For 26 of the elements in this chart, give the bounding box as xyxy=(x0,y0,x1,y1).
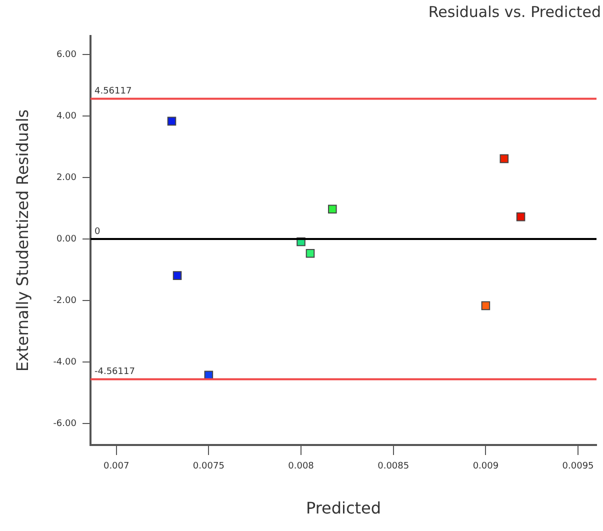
x-tick-label: 0.0075 xyxy=(192,462,224,472)
point xyxy=(172,271,182,280)
point xyxy=(167,116,176,126)
y-tick-label: 4.00 xyxy=(56,111,77,122)
y-tick-label: 6.00 xyxy=(56,50,77,60)
x-tick-label: 0.007 xyxy=(103,462,130,472)
y-tick-label: 0.00 xyxy=(56,234,77,244)
ref-line-label: -4.56117 xyxy=(94,367,135,378)
y-tick-label: 2.00 xyxy=(56,172,77,183)
point xyxy=(481,301,490,310)
x-tick-label: 0.009 xyxy=(472,462,499,472)
y-axis-title: Externally Studentized Residuals xyxy=(12,109,32,372)
point xyxy=(328,204,337,214)
chart-title: Residuals vs. Predicted xyxy=(428,2,601,21)
y-tick-label: -2.00 xyxy=(53,296,77,306)
point xyxy=(516,212,526,222)
y-tick-label: -4.00 xyxy=(53,357,77,368)
x-tick-label: 0.0095 xyxy=(562,462,594,472)
x-axis-title: Predicted xyxy=(306,498,382,518)
point xyxy=(500,154,509,164)
x-tick-label: 0.0085 xyxy=(378,462,410,472)
ref-line-label: 0 xyxy=(94,226,100,237)
ref-line-label: 4.56117 xyxy=(94,86,132,97)
x-tick-label: 0.008 xyxy=(288,462,314,472)
point xyxy=(306,249,315,258)
y-tick-label: -6.00 xyxy=(53,418,77,429)
